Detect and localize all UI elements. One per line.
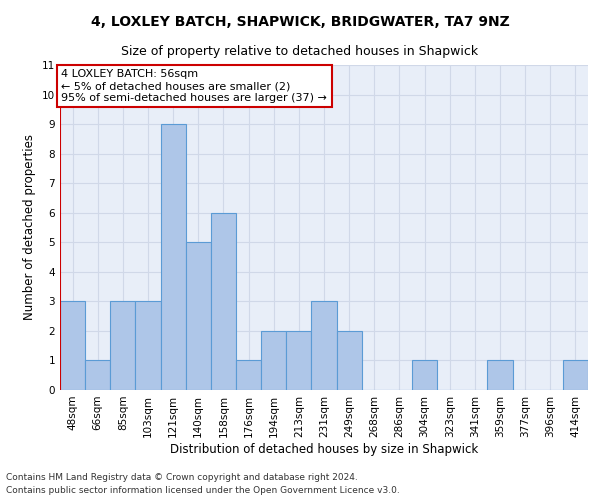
Bar bbox=[487, 360, 512, 390]
Bar bbox=[211, 212, 236, 390]
Bar bbox=[236, 360, 261, 390]
Bar bbox=[85, 360, 110, 390]
Bar bbox=[186, 242, 211, 390]
Text: Contains HM Land Registry data © Crown copyright and database right 2024.: Contains HM Land Registry data © Crown c… bbox=[6, 474, 358, 482]
Bar bbox=[337, 331, 362, 390]
Bar bbox=[563, 360, 588, 390]
Bar bbox=[311, 302, 337, 390]
Bar bbox=[286, 331, 311, 390]
Bar bbox=[261, 331, 286, 390]
Bar bbox=[161, 124, 186, 390]
Bar bbox=[60, 302, 85, 390]
Text: 4, LOXLEY BATCH, SHAPWICK, BRIDGWATER, TA7 9NZ: 4, LOXLEY BATCH, SHAPWICK, BRIDGWATER, T… bbox=[91, 15, 509, 29]
Bar bbox=[412, 360, 437, 390]
Text: Size of property relative to detached houses in Shapwick: Size of property relative to detached ho… bbox=[121, 45, 479, 58]
Bar bbox=[110, 302, 136, 390]
Bar bbox=[136, 302, 161, 390]
Y-axis label: Number of detached properties: Number of detached properties bbox=[23, 134, 37, 320]
X-axis label: Distribution of detached houses by size in Shapwick: Distribution of detached houses by size … bbox=[170, 442, 478, 456]
Text: Contains public sector information licensed under the Open Government Licence v3: Contains public sector information licen… bbox=[6, 486, 400, 495]
Text: 4 LOXLEY BATCH: 56sqm
← 5% of detached houses are smaller (2)
95% of semi-detach: 4 LOXLEY BATCH: 56sqm ← 5% of detached h… bbox=[61, 70, 327, 102]
